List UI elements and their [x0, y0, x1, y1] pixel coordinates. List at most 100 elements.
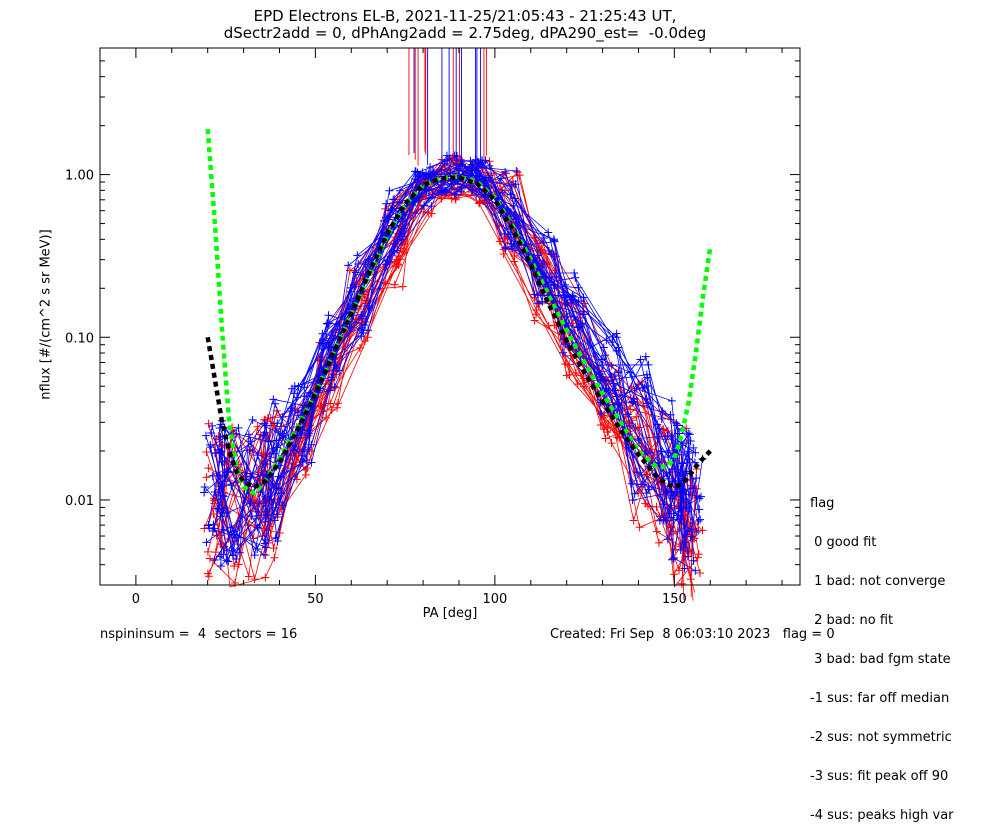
blue-marker — [246, 498, 255, 507]
blue-marker — [353, 251, 362, 260]
blue-marker — [668, 555, 677, 564]
blue-marker — [662, 516, 671, 525]
blue-marker — [229, 530, 238, 539]
flag-legend-item: -1 sus: far off median — [810, 691, 950, 706]
blue-marker — [561, 280, 570, 289]
blue-marker — [324, 311, 333, 320]
blue-marker — [495, 193, 504, 202]
red-marker — [530, 316, 539, 325]
blue-marker — [344, 261, 353, 270]
blue-marker — [687, 532, 696, 541]
red-marker — [334, 399, 343, 408]
blue-marker — [248, 415, 257, 424]
blue-marker — [250, 551, 259, 560]
blue-marker — [472, 190, 481, 199]
y-tick-label: 0.01 — [65, 494, 94, 509]
flag-legend-item: -2 sus: not symmetric — [810, 730, 952, 745]
blue-marker — [202, 538, 211, 547]
blue-marker — [299, 401, 308, 410]
blue-marker — [302, 456, 311, 465]
blue-marker — [682, 490, 691, 499]
red-marker — [205, 554, 214, 563]
blue-marker — [680, 538, 689, 547]
blue-marker — [685, 430, 694, 439]
red-marker — [664, 427, 673, 436]
blue-marker — [676, 546, 685, 555]
red-marker — [209, 510, 218, 519]
blue-marker — [657, 447, 666, 456]
red-marker — [635, 523, 644, 532]
red-marker — [652, 502, 661, 511]
blue-marker — [261, 502, 270, 511]
flag-legend-item: 3 bad: bad fgm state — [810, 652, 951, 667]
blue-marker — [427, 202, 436, 211]
blue-marker — [323, 319, 332, 328]
red-marker — [363, 333, 372, 342]
blue-marker — [442, 151, 451, 160]
red-trace — [214, 194, 686, 567]
blue-marker — [247, 512, 256, 521]
blue-marker — [330, 382, 339, 391]
blue-marker — [216, 512, 225, 521]
footer-created-info: Created: Fri Sep 8 06:03:10 2023 flag = … — [550, 627, 835, 642]
red-marker — [390, 280, 399, 289]
blue-marker — [627, 479, 636, 488]
blue-marker — [544, 228, 553, 237]
red-marker — [204, 419, 213, 428]
blue-marker — [608, 332, 617, 341]
red-marker — [324, 380, 333, 389]
blue-marker — [683, 527, 692, 536]
red-trace — [218, 163, 688, 576]
blue-marker — [549, 236, 558, 245]
red-marker — [532, 310, 541, 319]
blue-marker — [216, 561, 225, 570]
blue-marker — [665, 509, 674, 518]
fit-curves-group — [205, 129, 713, 497]
blue-marker — [227, 481, 236, 490]
blue-marker — [244, 430, 253, 439]
blue-marker — [696, 492, 705, 501]
red-marker — [451, 194, 460, 203]
x-tick-label: 0 — [132, 592, 140, 607]
axes-ticks-group: 0 50 100 150 0.01 0.10 1.00 — [65, 47, 800, 607]
blue-marker — [216, 432, 225, 441]
blue-marker — [418, 168, 427, 177]
red-trace — [215, 158, 683, 553]
blue-marker — [385, 257, 394, 266]
red-marker — [437, 194, 446, 203]
blue-marker — [683, 552, 692, 561]
blue-marker — [642, 370, 651, 379]
red-marker — [270, 553, 279, 562]
flag-legend-item: -3 sus: fit peak off 90 — [810, 769, 949, 784]
red-marker — [361, 296, 370, 305]
blue-marker — [644, 485, 653, 494]
blue-marker — [273, 510, 282, 519]
red-marker — [427, 209, 436, 218]
blue-marker — [200, 488, 209, 497]
footer-sector-info: nspininsum = 4 sectors = 16 — [100, 627, 298, 642]
red-marker — [261, 573, 270, 582]
pitch-angle-plot: 0 50 100 150 0.01 0.10 1.00 — [65, 47, 801, 607]
blue-marker — [216, 448, 225, 457]
blue-marker — [610, 371, 619, 380]
blue-marker — [663, 487, 672, 496]
blue-marker — [534, 299, 543, 308]
chart-title-line-2: dSectr2add = 0, dPhAng2add = 2.75deg, dP… — [223, 24, 707, 42]
red-marker — [510, 257, 519, 266]
blue-marker — [215, 471, 224, 480]
blue-marker — [509, 201, 518, 210]
blue-marker — [207, 428, 216, 437]
blue-marker — [364, 326, 373, 335]
blue-marker — [324, 318, 333, 327]
blue-marker — [636, 355, 645, 364]
blue-marker — [261, 460, 270, 469]
blue-trace — [203, 163, 687, 560]
blue-marker — [396, 186, 405, 195]
blue-marker — [411, 167, 420, 176]
red-marker — [203, 569, 212, 578]
y-tick-label: 0.10 — [65, 331, 94, 346]
blue-marker — [614, 400, 623, 409]
red-marker — [601, 434, 610, 443]
blue-marker — [496, 174, 505, 183]
flag-legend-item: 0 good fit — [810, 535, 877, 550]
